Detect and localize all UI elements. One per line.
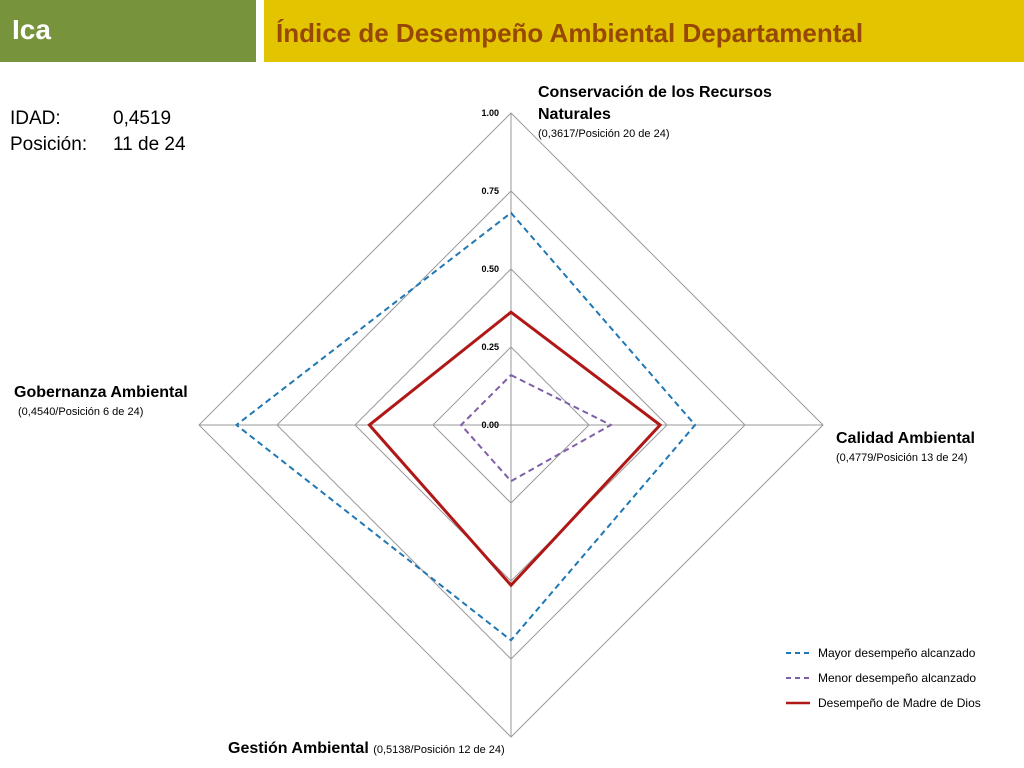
axis-label-gestion: Gestión Ambiental (0,5138/Posición 12 de… xyxy=(228,738,505,760)
position-value: 11 de 24 xyxy=(113,134,186,155)
tick-label-5: 1.00 xyxy=(481,108,499,118)
axis-detail: (0,4540/Posición 6 de 24) xyxy=(18,406,144,418)
series-line-3 xyxy=(367,310,663,588)
radar-series xyxy=(234,211,697,642)
radar-grid xyxy=(198,112,824,738)
tick-label-3: 0.50 xyxy=(481,264,499,274)
axis-label-gobernanza: Gobernanza Ambiental (0,4540/Posición 6 … xyxy=(14,382,188,420)
region-name: Ica xyxy=(12,14,51,45)
idad-label: IDAD: xyxy=(10,108,61,129)
tick-label-1: 0.00 xyxy=(481,420,499,430)
axis-name: Calidad Ambiental xyxy=(836,430,975,447)
title-banner: Índice de Desempeño Ambiental Departamen… xyxy=(264,0,1024,62)
position-label: Posición: xyxy=(10,134,88,155)
page-title: Índice de Desempeño Ambiental Departamen… xyxy=(276,18,864,48)
axis-name: Gestión Ambiental xyxy=(228,740,369,757)
axis-detail: (0,4779/Posición 13 de 24) xyxy=(836,452,968,464)
axis-label-conservacion: Conservación de los Recursos Naturales (… xyxy=(538,82,798,142)
axis-label-calidad: Calidad Ambiental (0,4779/Posición 13 de… xyxy=(836,428,975,466)
series-line-1 xyxy=(234,211,697,642)
legend-label-max: Mayor desempeño alcanzado xyxy=(818,646,976,660)
series-line-2 xyxy=(459,373,613,483)
tick-label-2: 0.25 xyxy=(481,342,499,352)
legend-swatch-max xyxy=(786,652,810,654)
summary-stats: IDAD: 0,4519 Posición: 11 de 24 xyxy=(10,108,186,160)
radar-tick-labels: 0.00 0.25 0.50 0.75 1.00 xyxy=(481,108,499,430)
axis-detail: (0,3617/Posición 20 de 24) xyxy=(538,128,670,140)
axis-detail: (0,5138/Posición 12 de 24) xyxy=(373,744,505,756)
legend-swatch-current xyxy=(786,701,810,705)
legend-label-min: Menor desempeño alcanzado xyxy=(818,671,977,685)
axis-name: Conservación de los Recursos Naturales xyxy=(538,84,772,123)
idad-value: 0,4519 xyxy=(113,108,172,129)
region-banner: Ica xyxy=(0,0,256,62)
legend-swatch-min xyxy=(786,677,810,679)
legend-label-current: Desempeño de Madre de Dios xyxy=(818,696,981,710)
axis-name: Gobernanza Ambiental xyxy=(14,384,188,401)
tick-label-4: 0.75 xyxy=(481,186,499,196)
